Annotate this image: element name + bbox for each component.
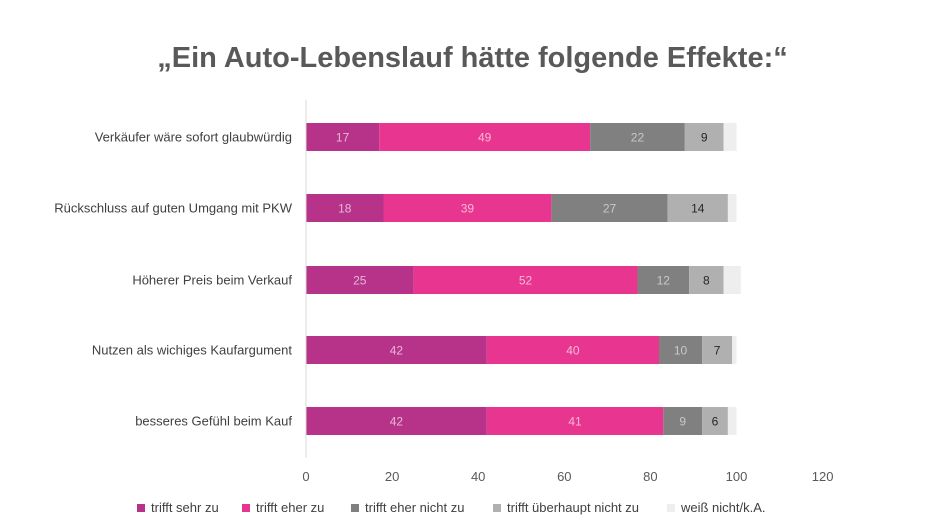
- bar-segment: [379, 123, 591, 151]
- x-tick-label: 40: [471, 469, 485, 484]
- bar-area: 17 49 22 9 18 39 27 14 25 52 12 8 42 40 10 7 42 41 9 6: [306, 123, 741, 435]
- bar-segment: [667, 194, 728, 222]
- bar-segment: [306, 266, 414, 294]
- data-label: 40: [566, 344, 580, 358]
- data-label: 42: [390, 415, 404, 429]
- x-tick-label: 120: [812, 469, 834, 484]
- x-tick-label: 100: [726, 469, 748, 484]
- bar-segment: [306, 407, 487, 435]
- data-label: 6: [712, 415, 719, 429]
- category-label: Höherer Preis beim Verkauf: [132, 273, 292, 288]
- data-label: 10: [674, 344, 688, 358]
- data-label: 9: [679, 415, 686, 429]
- data-label: 52: [519, 274, 533, 288]
- bar-segment: [383, 194, 552, 222]
- bar-segment: [727, 194, 737, 222]
- bar-segment: [702, 407, 728, 435]
- bar-segment: [723, 123, 737, 151]
- x-tick-label: 60: [557, 469, 571, 484]
- legend-label: trifft eher zu: [256, 500, 325, 515]
- data-label: 39: [461, 202, 475, 216]
- bar-segment: [306, 336, 487, 364]
- data-label: 12: [657, 274, 671, 288]
- bar-segment: [551, 194, 668, 222]
- legend-label: trifft eher nicht zu: [365, 500, 465, 515]
- legend-swatch: [667, 503, 675, 512]
- category-label: Verkäufer wäre sofort glaubwürdig: [95, 130, 292, 145]
- data-label: 17: [336, 131, 350, 145]
- x-tick-label: 80: [643, 469, 657, 484]
- legend-item-trifft-eher-zu: trifft eher zu: [242, 500, 324, 515]
- bar-segment: [684, 123, 724, 151]
- legend-item-trifft-sehr-zu: trifft sehr zu: [137, 500, 219, 515]
- bar-segment: [659, 336, 703, 364]
- data-label: 7: [714, 344, 721, 358]
- x-axis-ticks: 0 20 40 60 80 100 120: [302, 469, 833, 484]
- bar-segment: [637, 266, 690, 294]
- data-label: 25: [353, 274, 367, 288]
- legend-item-trifft-ueberhaupt-nicht-zu: trifft überhaupt nicht zu: [493, 500, 639, 515]
- bar-segment: [413, 266, 638, 294]
- legend-item-trifft-eher-nicht-zu: trifft eher nicht zu: [351, 500, 464, 515]
- data-label: 22: [631, 131, 645, 145]
- legend-label: trifft sehr zu: [151, 500, 219, 515]
- data-label: 18: [338, 202, 352, 216]
- data-label: 49: [478, 131, 492, 145]
- data-label: 9: [701, 131, 708, 145]
- legend-label: weiß nicht/k.A.: [681, 500, 766, 515]
- data-label: 42: [390, 344, 404, 358]
- legend: trifft sehr zu trifft eher zu trifft ehe…: [0, 500, 945, 520]
- chart-title: „Ein Auto-Lebenslauf hätte folgende Effe…: [157, 42, 788, 74]
- legend-swatch: [242, 503, 250, 512]
- bar-segment: [723, 266, 741, 294]
- legend-label: trifft überhaupt nicht zu: [507, 500, 640, 515]
- legend-swatch: [351, 503, 359, 512]
- bar-segment: [702, 336, 733, 364]
- data-label: 14: [691, 202, 705, 216]
- x-tick-label: 0: [302, 469, 309, 484]
- bar-segment: [590, 123, 685, 151]
- data-label: 41: [568, 415, 582, 429]
- bar-segment: [689, 266, 724, 294]
- legend-swatch: [493, 503, 501, 512]
- bar-segment: [732, 336, 737, 364]
- bar-segment: [486, 407, 664, 435]
- category-labels: Verkäufer wäre sofort glaubwürdig Rücksch…: [54, 130, 292, 429]
- bar-segment: [306, 194, 384, 222]
- bar-segment: [306, 123, 380, 151]
- legend-item-weiss-nicht: weiß nicht/k.A.: [667, 500, 766, 515]
- bar-segment: [486, 336, 660, 364]
- bar-segment: [663, 407, 703, 435]
- category-label: Rückschluss auf guten Umgang mit PKW: [54, 201, 292, 216]
- bar-segment: [727, 407, 737, 435]
- data-label: 8: [703, 274, 710, 288]
- x-tick-label: 20: [385, 469, 399, 484]
- legend-swatch: [137, 503, 145, 512]
- category-label: besseres Gefühl beim Kauf: [135, 414, 292, 429]
- data-label: 27: [603, 202, 617, 216]
- category-label: Nutzen als wichiges Kaufargument: [92, 343, 293, 358]
